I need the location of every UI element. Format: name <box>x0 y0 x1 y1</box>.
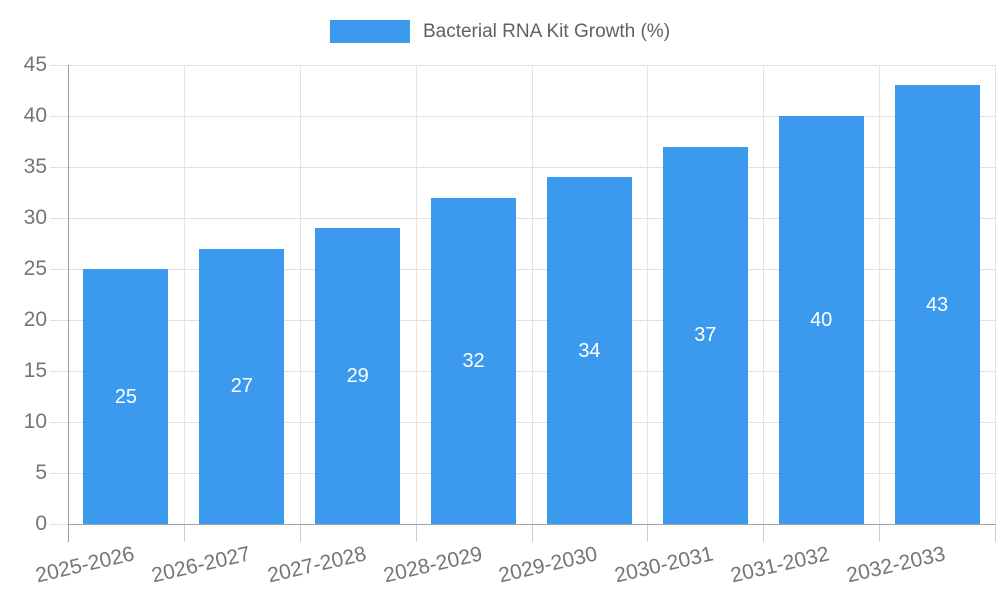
x-gridline <box>879 65 881 524</box>
x-axis-tick <box>647 524 649 542</box>
bar[interactable] <box>431 197 517 524</box>
x-axis-tick <box>415 524 417 542</box>
bar[interactable] <box>546 177 632 524</box>
x-axis-tick <box>299 524 301 542</box>
y-tick-label: 0 <box>35 512 47 535</box>
y-tick-label: 45 <box>23 53 47 76</box>
x-gridline <box>995 65 996 524</box>
bar[interactable] <box>778 116 864 524</box>
x-axis-line <box>68 524 995 525</box>
y-tick-label: 40 <box>23 104 47 127</box>
x-gridline <box>763 65 765 524</box>
y-tick-label: 20 <box>23 308 47 331</box>
bar[interactable] <box>894 85 980 524</box>
x-axis-tick <box>531 524 533 542</box>
bar[interactable] <box>315 228 401 524</box>
x-axis-tick <box>763 524 765 542</box>
x-axis-tick <box>68 524 69 542</box>
y-tick-label: 5 <box>35 461 47 484</box>
bar[interactable] <box>83 269 169 524</box>
y-tick-label: 10 <box>23 410 47 433</box>
x-gridline <box>415 65 417 524</box>
bar[interactable] <box>199 248 285 524</box>
y-tick-label: 25 <box>23 257 47 280</box>
legend-swatch[interactable] <box>329 20 410 43</box>
x-gridline <box>531 65 533 524</box>
x-gridline <box>299 65 301 524</box>
legend-label: Bacterial RNA Kit Growth (%) <box>422 20 671 42</box>
y-tick-label: 15 <box>23 359 47 382</box>
bar[interactable] <box>662 146 748 524</box>
x-axis-tick <box>879 524 881 542</box>
y-axis-line <box>68 65 69 542</box>
x-axis-tick <box>183 524 185 542</box>
y-tick-label: 30 <box>23 206 47 229</box>
y-tick-label: 35 <box>23 155 47 178</box>
legend-item[interactable]: Bacterial RNA Kit Growth (%) <box>329 20 671 43</box>
x-gridline <box>647 65 649 524</box>
x-axis-tick <box>995 524 996 542</box>
x-gridline <box>183 65 185 524</box>
y-gridline <box>50 524 995 525</box>
y-gridline <box>50 65 995 66</box>
